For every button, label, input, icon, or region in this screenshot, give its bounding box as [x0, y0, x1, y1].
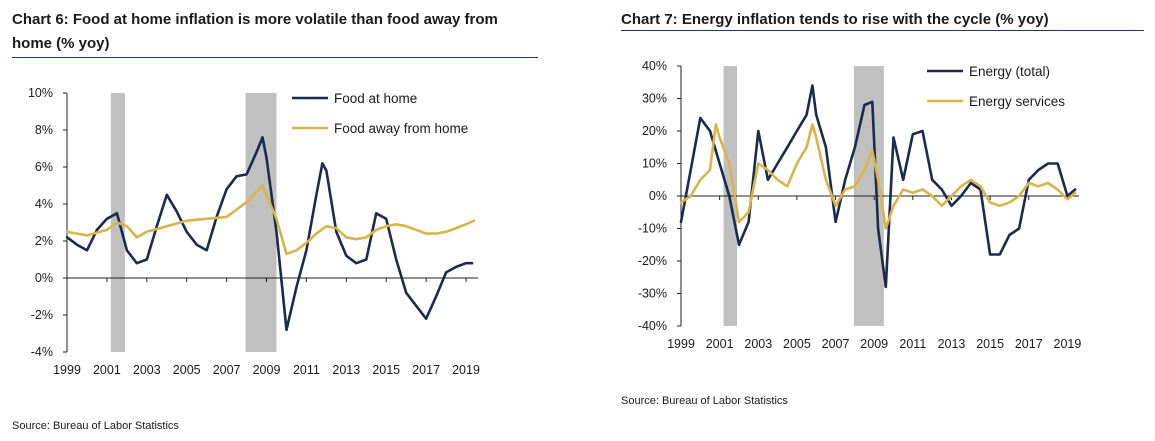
series-line	[65, 136, 474, 332]
title-rule	[12, 57, 538, 58]
x-tick-label: 2009	[860, 337, 888, 351]
x-tick-label: 2005	[783, 337, 811, 351]
y-tick-label: -10%	[638, 222, 667, 236]
chart-title: Chart 7: Energy inflation tends to rise …	[621, 11, 1049, 28]
y-tick-label: 40%	[642, 59, 667, 73]
y-tick-label: 2%	[35, 234, 53, 248]
recession-band	[245, 93, 277, 352]
y-tick-label: 20%	[642, 124, 667, 138]
x-tick-label: 1999	[667, 337, 695, 351]
x-tick-label: 2005	[173, 363, 201, 377]
x-tick-label: 2019	[1054, 337, 1082, 351]
x-tick-label: 2003	[133, 363, 161, 377]
x-tick-label: 2009	[253, 363, 281, 377]
y-tick-label: 0%	[35, 271, 53, 285]
y-tick-label: 0%	[649, 189, 667, 203]
legend-label: Food away from home	[334, 121, 468, 136]
x-tick-label: 2013	[332, 363, 360, 377]
x-tick-label: 2017	[1015, 337, 1043, 351]
y-tick-label: -40%	[638, 319, 667, 333]
source-note: Source: Bureau of Labor Statistics	[12, 420, 179, 432]
y-tick-label: -2%	[31, 308, 53, 322]
y-tick-label: 8%	[35, 123, 53, 137]
title-rule	[621, 30, 1144, 31]
chart-title: Chart 6: Food at home inflation is more …	[12, 11, 498, 52]
x-tick-label: 2015	[976, 337, 1004, 351]
chart-6-plot: 10% 8% 6% 4% 2% 0% -2% -4%1999 2001 2003 2005 2007 2…	[28, 86, 480, 377]
y-tick-label: 10%	[28, 86, 53, 100]
legend-label: Food at home	[334, 91, 417, 106]
x-tick-label: 2001	[706, 337, 734, 351]
chart-7-plot: 40% 30% 20% 10% 0% -10% -20% -30% -40%1999 2001 20…	[638, 59, 1082, 351]
y-tick-label: 30%	[642, 92, 667, 106]
y-tick-label: -30%	[638, 287, 667, 301]
x-tick-label: 2015	[372, 363, 400, 377]
x-tick-label: 2011	[293, 363, 320, 377]
chart-7-panel: Chart 7: Energy inflation tends to rise …	[615, 0, 1155, 441]
chart-6-panel: Chart 6: Food at home inflation is more …	[0, 0, 540, 441]
series-line	[65, 184, 476, 256]
x-tick-label: 2011	[899, 337, 926, 351]
x-tick-label: 2013	[938, 337, 966, 351]
y-tick-label: 10%	[642, 157, 667, 171]
legend-label: Energy services	[969, 94, 1065, 109]
x-tick-label: 2019	[452, 363, 480, 377]
x-tick-label: 2007	[822, 337, 850, 351]
y-tick-label: -4%	[31, 345, 53, 359]
series-line	[679, 123, 1077, 230]
y-tick-label: 6%	[35, 160, 53, 174]
x-tick-label: 2001	[93, 363, 121, 377]
y-tick-label: 4%	[35, 197, 53, 211]
y-tick-label: -20%	[638, 254, 667, 268]
x-tick-label: 2007	[213, 363, 241, 377]
x-tick-label: 1999	[53, 363, 81, 377]
x-tick-label: 2017	[412, 363, 440, 377]
x-tick-label: 2003	[744, 337, 772, 351]
legend-label: Energy (total)	[969, 64, 1050, 79]
source-note: Source: Bureau of Labor Statistics	[621, 395, 788, 407]
